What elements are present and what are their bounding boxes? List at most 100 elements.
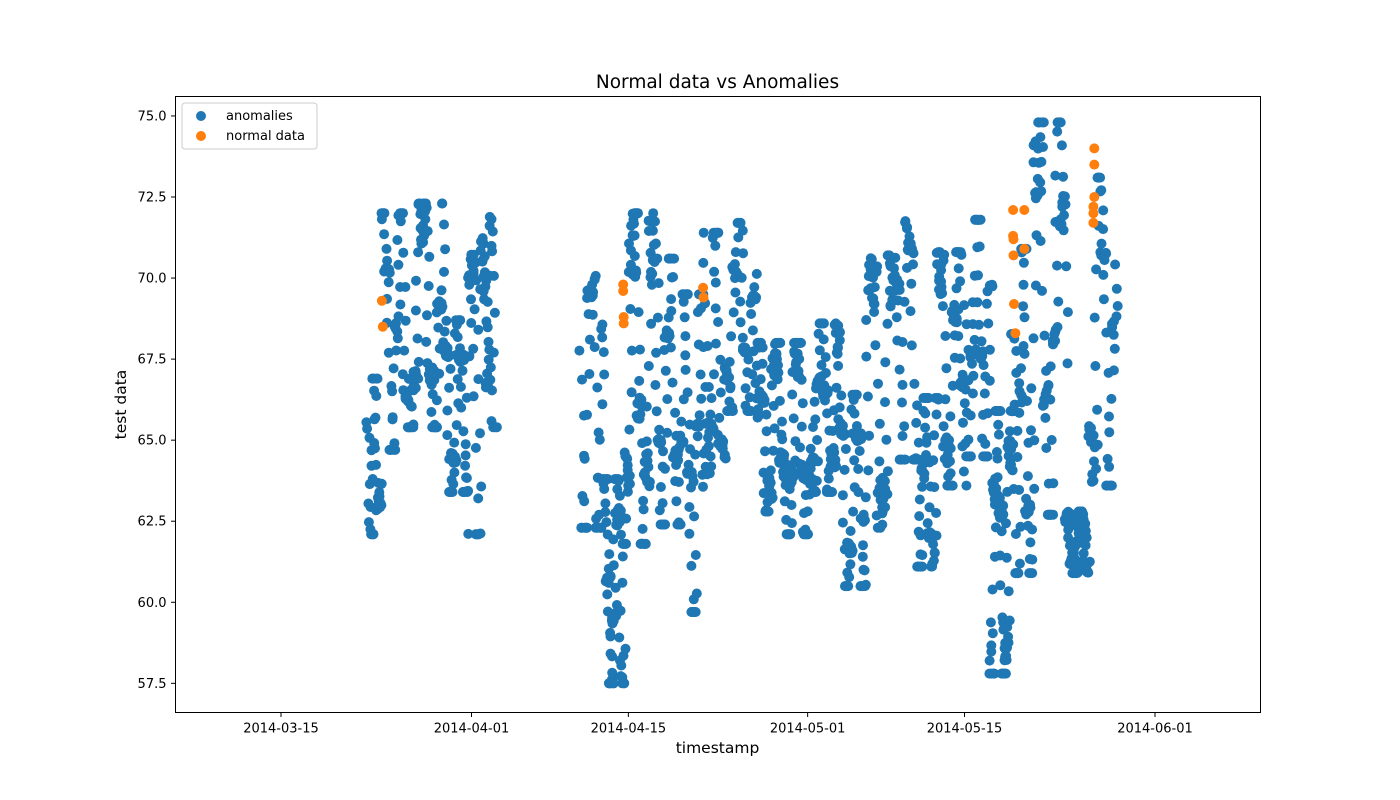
x-tick-label: 2014-06-01 <box>1117 722 1193 737</box>
anomaly-point <box>800 524 811 535</box>
anomaly-point <box>944 441 955 452</box>
legend-marker-normal-data <box>196 131 206 141</box>
anomaly-point <box>1056 140 1067 151</box>
anomaly-point <box>441 315 452 326</box>
anomaly-point <box>702 341 713 351</box>
anomaly-point <box>617 551 628 562</box>
anomaly-point <box>972 297 983 308</box>
anomaly-point <box>858 516 869 527</box>
anomaly-point <box>940 394 951 405</box>
anomaly-point <box>678 296 689 307</box>
anomaly-point <box>810 414 821 425</box>
anomaly-point <box>848 394 859 405</box>
anomaly-point <box>726 331 737 342</box>
normal-data-point <box>1019 205 1030 215</box>
anomaly-point <box>626 345 637 356</box>
anomaly-point <box>778 448 789 459</box>
anomaly-point <box>399 345 410 356</box>
anomaly-point <box>424 251 435 262</box>
normal-data-point <box>1088 217 1099 228</box>
anomaly-point <box>1000 668 1011 679</box>
anomaly-point <box>1026 425 1036 436</box>
anomaly-point <box>961 480 972 491</box>
anomaly-point <box>776 429 787 440</box>
anomaly-point <box>1088 475 1099 486</box>
anomaly-point <box>629 230 640 241</box>
anomaly-point <box>410 382 421 393</box>
anomaly-point <box>934 284 944 295</box>
anomaly-point <box>959 300 970 311</box>
anomaly-point <box>760 446 770 457</box>
anomaly-point <box>940 331 951 341</box>
anomaly-point <box>777 416 787 427</box>
anomaly-point <box>1096 238 1107 249</box>
anomaly-point <box>582 409 592 420</box>
anomaly-point <box>797 398 808 409</box>
x-tick-label: 2014-04-01 <box>434 722 510 737</box>
y-tick-label: 60.0 <box>138 596 167 611</box>
anomaly-point <box>476 236 486 247</box>
anomaly-point <box>449 467 460 478</box>
anomaly-point <box>692 418 703 429</box>
anomaly-point <box>988 668 999 679</box>
anomaly-point <box>710 303 721 314</box>
anomaly-point <box>616 529 626 540</box>
anomaly-point <box>735 296 746 307</box>
anomaly-point <box>584 369 595 379</box>
normal-data-point <box>377 321 388 332</box>
anomaly-point <box>941 363 952 374</box>
anomaly-point <box>894 285 905 295</box>
anomaly-point <box>455 381 466 392</box>
anomaly-point <box>666 306 677 316</box>
anomaly-point <box>1082 566 1093 577</box>
anomaly-point <box>901 223 912 234</box>
y-tick-label: 70.0 <box>138 272 167 287</box>
anomaly-point <box>676 416 687 427</box>
anomaly-point <box>491 422 502 433</box>
anomaly-point <box>604 549 615 560</box>
anomaly-point <box>469 304 480 315</box>
anomaly-point <box>900 454 911 465</box>
anomaly-point <box>650 380 661 390</box>
anomaly-point <box>680 364 691 375</box>
anomaly-point <box>447 449 458 460</box>
anomaly-point <box>650 216 660 227</box>
anomaly-point <box>643 462 654 472</box>
anomaly-point <box>648 208 659 219</box>
anomaly-point <box>466 294 476 305</box>
anomaly-point <box>684 502 695 512</box>
legend-box <box>181 102 318 150</box>
anomaly-point <box>684 528 695 539</box>
anomaly-point <box>986 646 997 657</box>
normal-data-point <box>1088 208 1099 219</box>
anomaly-point <box>913 437 924 448</box>
anomaly-point <box>881 434 892 445</box>
anomaly-point <box>638 504 649 515</box>
anomaly-point <box>422 310 432 321</box>
anomaly-point <box>1108 329 1119 340</box>
anomaly-point <box>820 352 831 363</box>
anomaly-point <box>647 268 658 279</box>
anomaly-point <box>451 420 462 431</box>
anomaly-point <box>1004 426 1015 437</box>
anomaly-point <box>760 506 771 517</box>
anomaly-point <box>730 287 741 298</box>
anomaly-point <box>641 449 652 460</box>
anomaly-point <box>584 334 595 345</box>
anomaly-point <box>434 368 445 379</box>
anomaly-point <box>483 354 494 365</box>
anomaly-point <box>1004 615 1015 626</box>
anomaly-point <box>613 475 624 486</box>
anomaly-point <box>475 528 486 539</box>
anomaly-point <box>439 266 449 277</box>
anomaly-point <box>679 312 690 323</box>
anomaly-point <box>387 386 398 397</box>
anomaly-point <box>445 363 456 374</box>
anomaly-point <box>1008 439 1019 450</box>
anomaly-point <box>811 475 822 486</box>
anomaly-point <box>1088 430 1099 441</box>
anomaly-point <box>911 417 922 428</box>
anomaly-point <box>979 451 990 462</box>
anomaly-point <box>945 411 956 422</box>
normal-data-point <box>1089 192 1100 202</box>
